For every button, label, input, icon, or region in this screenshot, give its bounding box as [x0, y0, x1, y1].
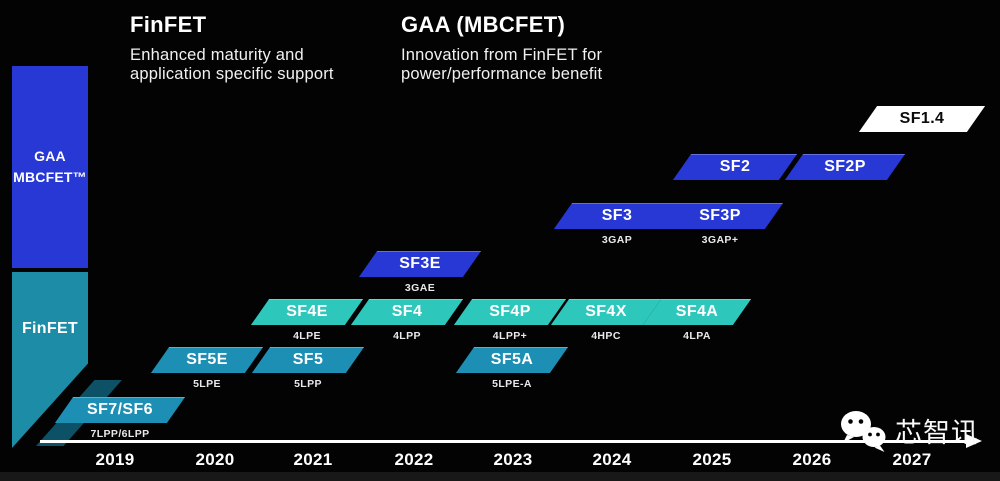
axis-year-2026: 2026 [792, 450, 832, 469]
node-sublabel-sf4p: 4LPP+ [492, 330, 528, 342]
node-sublabel-sf3p: 3GAP+ [701, 234, 739, 246]
node-sublabel-sf4x: 4HPC [591, 330, 621, 342]
axis-year-2019: 2019 [95, 450, 135, 469]
finfet-header-subtitle: Enhanced maturity and application specif… [130, 46, 334, 85]
node-sublabel-sf5: 5LPP [294, 378, 322, 390]
node-sf3: SF3 [553, 203, 681, 229]
node-sublabel-sf3e: 3GAE [404, 282, 436, 294]
finfet-subtitle-line2: application specific support [130, 65, 334, 84]
node-sf1-4: SF1.4 [858, 106, 986, 132]
node-sf5a: SF5A [455, 347, 569, 373]
node-sf4a: SF4A [642, 299, 752, 325]
node-sf5: SF5 [251, 347, 365, 373]
node-label-sf4x: SF4X [585, 303, 627, 320]
node-label-sf2: SF2 [719, 158, 751, 175]
axis-year-2027: 2027 [892, 450, 932, 469]
node-sublabel-sf4e: 4LPE [293, 330, 321, 342]
gaa-header: GAA (MBCFET) Innovation from FinFET for … [401, 12, 602, 85]
gaa-header-title: GAA (MBCFET) [401, 12, 566, 37]
node-sublabel-sf4: 4LPP [393, 330, 421, 342]
wechat-icon [838, 409, 890, 458]
finfet-header-title: FinFET [130, 12, 207, 37]
node-sf2p: SF2P [784, 154, 906, 180]
node-sf5e: SF5E [150, 347, 264, 373]
gaa-legend-bar: GAA MBCFET™ [12, 66, 88, 268]
node-sublabel-sf5e: 5LPE [193, 378, 221, 390]
node-label-sf4e: SF4E [286, 303, 328, 320]
node-label-sf4a: SF4A [675, 303, 719, 320]
finfet-subtitle-line1: Enhanced maturity and [130, 46, 304, 64]
node-label-sf5: SF5 [292, 351, 324, 368]
gaa-subtitle-line2: power/performance benefit [401, 65, 603, 84]
watermark-text: 芯智讯 [895, 418, 979, 448]
axis-year-2020: 2020 [195, 450, 235, 469]
timeline-arrow-icon [966, 434, 982, 448]
gaa-legend-line1: GAA [34, 148, 66, 164]
node-sf4p: SF4P [453, 299, 567, 325]
node-label-sf3e: SF3E [399, 255, 441, 272]
node-sublabel-sf7-sf6: 7LPP/6LPP [90, 428, 150, 440]
node-label-sf5e: SF5E [186, 351, 228, 368]
node-sublabel-sf4a: 4LPA [683, 330, 711, 342]
node-sublabel-sf3: 3GAP [601, 234, 633, 246]
node-sf3e: SF3E [358, 251, 482, 277]
finfet-header: FinFET Enhanced maturity and application… [130, 12, 334, 85]
node-label-sf4p: SF4P [489, 303, 531, 320]
axis-year-2021: 2021 [293, 450, 333, 469]
timeline-axis [40, 440, 970, 443]
gaa-legend-label: GAA MBCFET™ [13, 146, 87, 188]
finfet-legend-label: FinFET [21, 320, 78, 337]
axis-year-2025: 2025 [692, 450, 732, 469]
node-label-sf3: SF3 [601, 207, 633, 224]
axis-year-2023: 2023 [493, 450, 533, 469]
node-sf7-sf6: SF7/SF6 [54, 397, 186, 423]
node-label-sf4: SF4 [391, 303, 423, 320]
node-sf4e: SF4E [250, 299, 364, 325]
node-sf4: SF4 [350, 299, 464, 325]
node-sf3p: SF3P [656, 203, 784, 229]
gaa-subtitle-line1: Innovation from FinFET for [401, 46, 603, 64]
node-label-sf5a: SF5A [490, 351, 534, 368]
axis-year-2022: 2022 [394, 450, 434, 469]
gaa-header-subtitle: Innovation from FinFET for power/perform… [401, 46, 602, 85]
watermark: 芯智讯 [838, 409, 979, 458]
axis-year-2024: 2024 [592, 450, 632, 469]
node-label-sf3p: SF3P [699, 207, 741, 224]
gaa-legend-line2: MBCFET™ [13, 169, 87, 185]
node-label-sf7-sf6: SF7/SF6 [87, 401, 153, 418]
node-label-sf2p: SF2P [824, 158, 866, 175]
node-sf2: SF2 [672, 154, 798, 180]
node-sublabel-sf5a: 5LPE-A [492, 378, 532, 390]
node-sf4x: SF4X [550, 299, 662, 325]
node-label-sf1-4: SF1.4 [899, 110, 945, 127]
bottom-strip [0, 472, 1000, 481]
